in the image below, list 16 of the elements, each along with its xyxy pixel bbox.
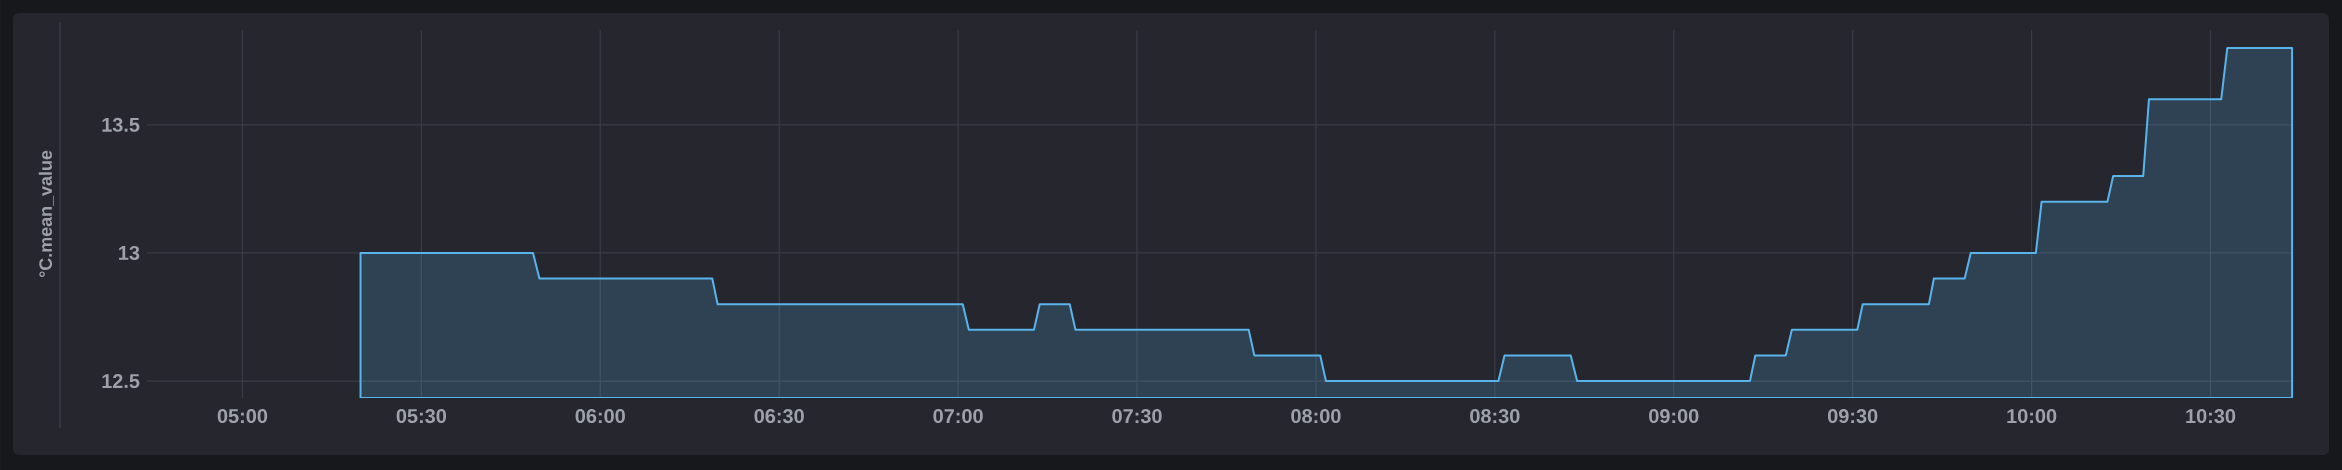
x-tick-label: 08:00 <box>1291 409 1341 424</box>
x-tick-label: 10:00 <box>2007 409 2057 424</box>
x-tick-label: 05:00 <box>217 409 268 424</box>
x-tick-label: 09:30 <box>1827 409 1878 424</box>
x-tick-label: 07:00 <box>933 409 983 424</box>
y-tick-label: 12.5 <box>102 374 140 389</box>
y-tick-label: 13 <box>119 245 140 260</box>
x-tick-label: 06:00 <box>575 409 625 424</box>
x-tick-label: 06:30 <box>754 409 804 424</box>
x-tick-label: 09:00 <box>1649 409 1699 424</box>
y-axis-title: °C.mean_value <box>38 150 54 278</box>
x-tick-label: 10:30 <box>2186 409 2236 424</box>
x-tick-label: 07:30 <box>1112 409 1162 424</box>
x-tick-label: 05:30 <box>396 409 447 424</box>
y-tick-label: 13.5 <box>102 117 140 132</box>
x-tick-label: 08:30 <box>1470 409 1520 424</box>
